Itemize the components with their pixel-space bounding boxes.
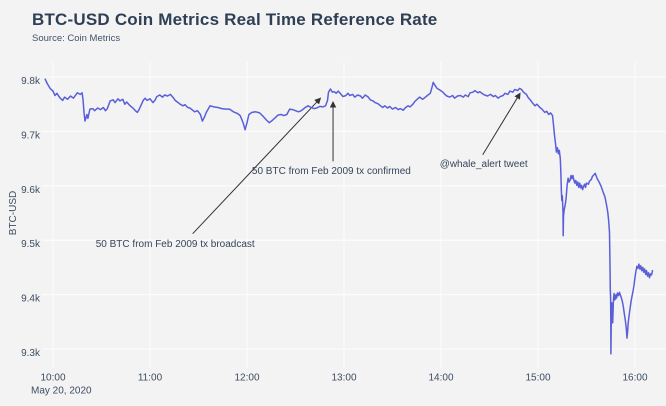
y-tick-label: 9.4k — [21, 294, 41, 305]
x-tick-label: 10:00 — [40, 373, 65, 384]
x-tick-label: 11:00 — [138, 373, 163, 384]
y-axis-title: BTC-USD — [8, 191, 19, 235]
annotation-label: 50 BTC from Feb 2009 tx confirmed — [252, 166, 411, 177]
chart-source-label: Source: Coin Metrics — [32, 33, 121, 44]
annotation-label: 50 BTC from Feb 2009 tx broadcast — [96, 239, 255, 250]
x-axis-date-label: May 20, 2020 — [31, 386, 92, 397]
y-tick-label: 9.6k — [21, 185, 41, 196]
x-tick-label: 14:00 — [428, 373, 453, 384]
y-tick-label: 9.8k — [21, 76, 41, 87]
chart-title: BTC-USD Coin Metrics Real Time Reference… — [32, 10, 438, 29]
y-tick-label: 9.7k — [21, 130, 41, 141]
y-tick-label: 9.5k — [21, 239, 41, 250]
x-tick-label: 12:00 — [234, 373, 259, 384]
btc-usd-price-line — [44, 78, 654, 355]
annotation-label: @whale_alert tweet — [440, 159, 528, 170]
x-tick-label: 15:00 — [525, 373, 550, 384]
x-tick-label: 16:00 — [622, 373, 647, 384]
annotation-arrow — [482, 92, 521, 156]
y-tick-label: 9.3k — [21, 348, 41, 359]
x-tick-label: 13:00 — [331, 373, 356, 384]
annotation-arrow — [192, 97, 322, 235]
